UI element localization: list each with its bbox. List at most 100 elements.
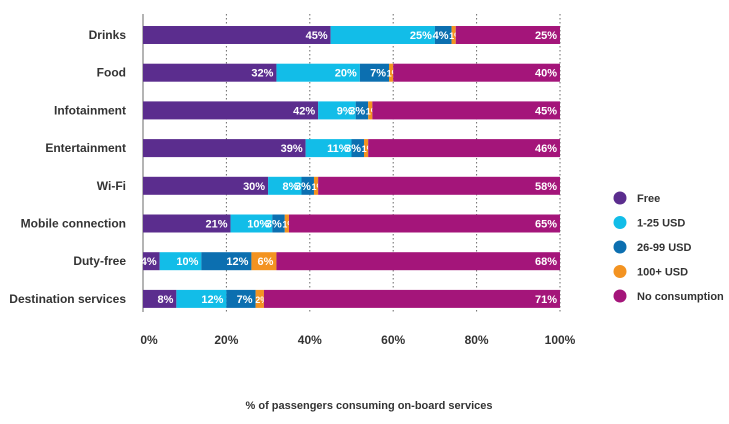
data-label: 45% bbox=[535, 105, 557, 117]
data-label: 39% bbox=[281, 143, 303, 155]
data-label: 10% bbox=[176, 256, 198, 268]
bar-segment bbox=[159, 252, 202, 271]
legend-swatch bbox=[613, 289, 627, 303]
x-tick-label: 20% bbox=[214, 333, 238, 347]
bar-segment bbox=[143, 63, 277, 82]
data-label: 12% bbox=[226, 256, 248, 268]
bar-segment bbox=[359, 63, 390, 82]
bar-segment bbox=[351, 139, 365, 158]
data-label: 45% bbox=[306, 30, 328, 42]
data-label: 11% bbox=[327, 143, 349, 155]
x-tick-label: 60% bbox=[381, 333, 405, 347]
data-label: 25% bbox=[410, 30, 432, 42]
bar-segment bbox=[284, 214, 289, 233]
category-label: Food bbox=[97, 66, 126, 80]
data-label: 65% bbox=[535, 219, 557, 231]
data-label: 25% bbox=[535, 30, 557, 42]
data-label: 9% bbox=[337, 105, 353, 117]
data-label: 58% bbox=[535, 181, 557, 193]
bar-segment bbox=[330, 26, 435, 44]
bar-segment bbox=[143, 101, 319, 120]
bar-segment bbox=[368, 101, 373, 120]
category-label: Duty-free bbox=[73, 254, 126, 268]
bar-segment bbox=[201, 252, 252, 271]
bar-segment bbox=[301, 176, 314, 195]
x-axis-label: % of passengers consuming on-board servi… bbox=[246, 400, 493, 412]
bar-segment bbox=[263, 289, 560, 308]
bar-segment bbox=[230, 214, 273, 233]
bar-segment bbox=[143, 139, 306, 158]
category-label: Drinks bbox=[89, 28, 127, 42]
data-label: 7% bbox=[237, 294, 253, 306]
legend-label: Free bbox=[637, 193, 660, 205]
data-label: 8% bbox=[157, 294, 173, 306]
legend-label: No consumption bbox=[637, 291, 724, 303]
x-tick-label: 80% bbox=[465, 333, 489, 347]
bar-segment bbox=[318, 176, 560, 195]
legend: Free 1-25 USD 26-99 USD 100+ USD No consumpt… bbox=[613, 191, 724, 303]
data-label: 1% bbox=[282, 220, 295, 230]
legend-swatch bbox=[613, 216, 627, 229]
data-label: 4% bbox=[433, 30, 449, 42]
bar-segment bbox=[226, 289, 256, 308]
data-label: 3% bbox=[345, 143, 361, 155]
category-label: Wi-Fi bbox=[97, 179, 126, 193]
data-label: 40% bbox=[535, 68, 557, 80]
x-tick-label: 100% bbox=[545, 333, 576, 347]
data-label: 12% bbox=[201, 294, 223, 306]
bar-segment bbox=[288, 214, 560, 233]
bar-segment bbox=[272, 214, 285, 233]
bar-segment bbox=[251, 252, 277, 271]
data-label: 8% bbox=[283, 181, 299, 193]
data-label: 6% bbox=[258, 256, 274, 268]
bar-segment bbox=[389, 63, 394, 82]
category-label: Destination services bbox=[9, 292, 126, 306]
bars: 45% 25% 4% 1% 25%32% 20% 7% 1% 40%42% 9%3% 1% 45%39… bbox=[141, 26, 560, 308]
x-tick-label: 40% bbox=[298, 333, 322, 347]
data-label: 46% bbox=[535, 143, 557, 155]
legend-swatch bbox=[613, 191, 627, 205]
bar-segment bbox=[268, 176, 302, 195]
bar-segment bbox=[313, 176, 319, 195]
legend-swatch bbox=[613, 265, 627, 278]
legend-label: 100+ USD bbox=[637, 267, 688, 279]
bar-segment bbox=[176, 289, 227, 308]
data-label: 1% bbox=[362, 144, 375, 154]
data-label: 20% bbox=[335, 68, 357, 80]
bar-segment bbox=[368, 139, 560, 158]
category-label: Infotainment bbox=[54, 103, 126, 117]
x-tick-label: 0% bbox=[140, 333, 158, 347]
data-label: 3% bbox=[349, 105, 365, 117]
bar-segment bbox=[255, 289, 264, 308]
x-tick-labels: 0% 20% 40% 60% 80% 100% bbox=[140, 333, 575, 347]
category-label: Entertainment bbox=[45, 141, 126, 155]
legend-label: 26-99 USD bbox=[637, 242, 691, 254]
bar-segment bbox=[276, 63, 360, 82]
data-label: 3% bbox=[295, 181, 311, 193]
data-label: 3% bbox=[266, 219, 282, 231]
data-label: 21% bbox=[206, 219, 228, 231]
data-label: 68% bbox=[535, 256, 557, 268]
bar-segment bbox=[143, 176, 269, 195]
bar-segment bbox=[455, 26, 560, 44]
bar-segment bbox=[393, 63, 560, 82]
bar-segment bbox=[143, 289, 177, 308]
data-label: 1% bbox=[387, 69, 400, 79]
data-label: 32% bbox=[251, 68, 273, 80]
data-label: 1% bbox=[449, 31, 462, 41]
bar-segment bbox=[364, 139, 369, 158]
data-label: 71% bbox=[535, 294, 557, 306]
data-label: 42% bbox=[293, 105, 315, 117]
bar-segment bbox=[143, 214, 231, 233]
bar-segment bbox=[318, 101, 356, 120]
bar-segment bbox=[355, 101, 369, 120]
category-labels: Drinks Food Infotainment Entertainment Wi-Fi… bbox=[9, 28, 126, 306]
bar-segment bbox=[372, 101, 560, 120]
bar-segment bbox=[451, 26, 456, 44]
bar-segment bbox=[143, 252, 160, 271]
bar-segment bbox=[276, 252, 560, 271]
data-label: 10% bbox=[247, 219, 269, 231]
data-label: 1% bbox=[366, 106, 379, 116]
legend-label: 1-25 USD bbox=[637, 218, 685, 230]
